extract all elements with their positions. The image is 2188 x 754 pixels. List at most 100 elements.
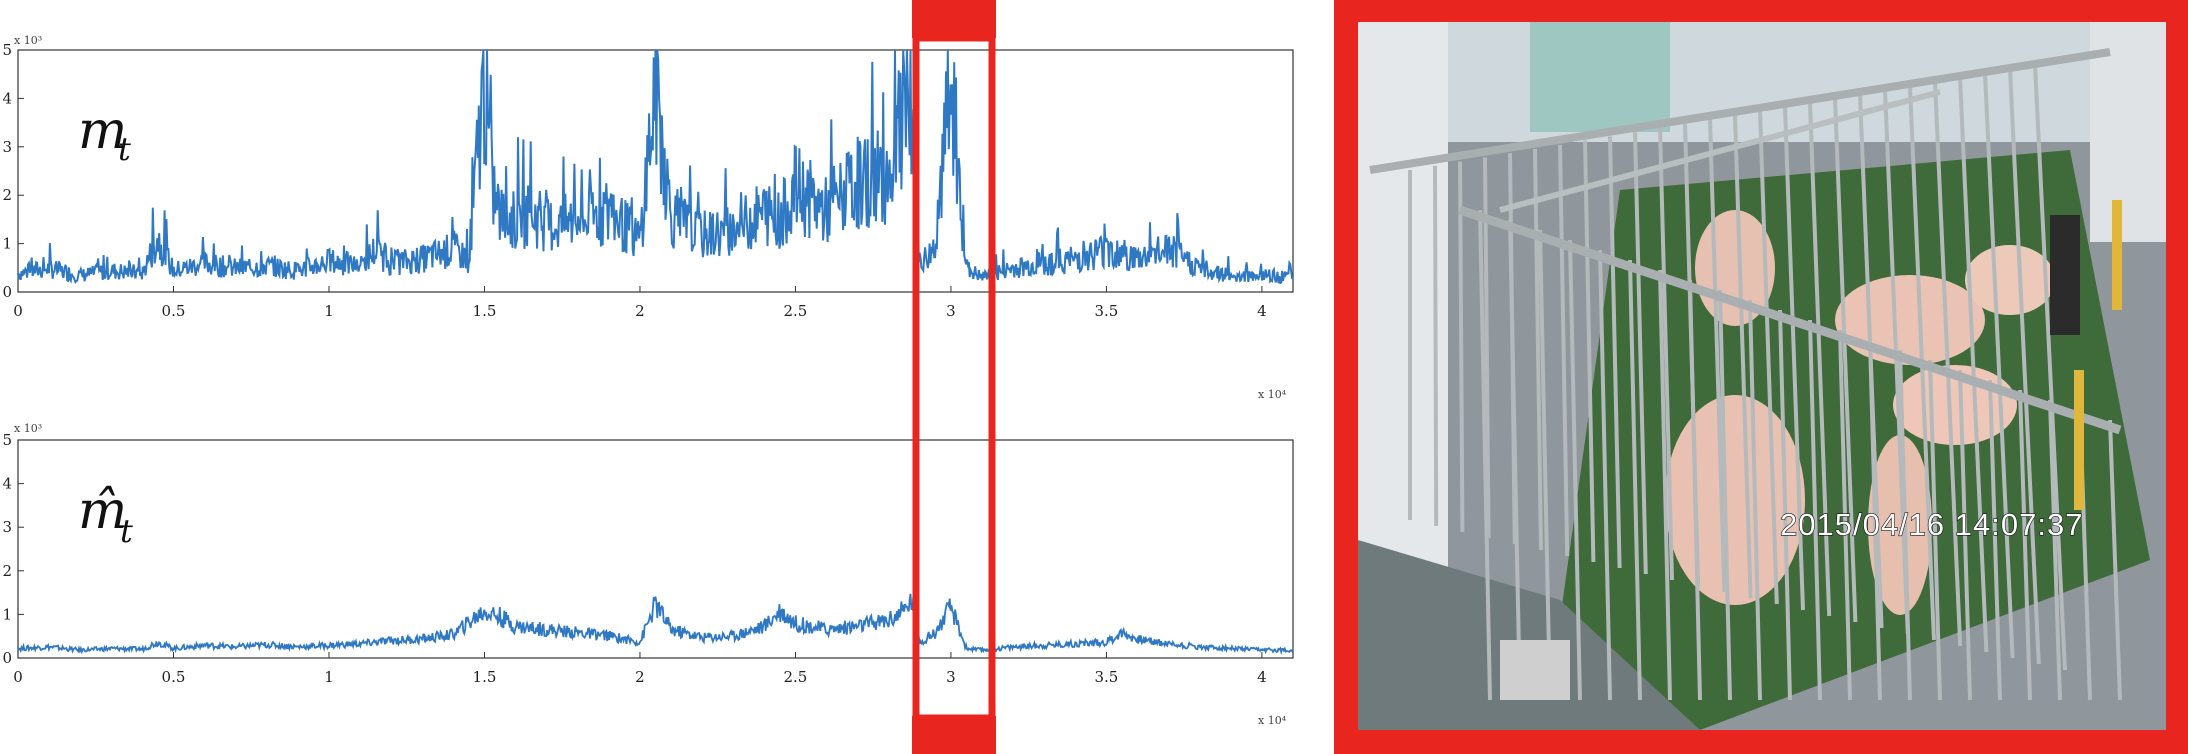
pen-bar: [1628, 259, 1642, 701]
mt-hat-xtick-label: 4: [1257, 668, 1267, 686]
mt-xticks: 0 0.5 1 1.5 2 2.5 3 3.5 4: [13, 286, 1267, 320]
mt-x-exponent: x 10⁴: [1258, 388, 1287, 401]
pig-2: [1835, 275, 1985, 365]
mt-xtick-label: 2: [635, 302, 645, 320]
pen-bar: [1838, 329, 1852, 701]
mt-hat-y-exponent: x 10³: [14, 422, 42, 435]
mt-xtick-label: 0.5: [162, 302, 186, 320]
pen-bar: [1983, 73, 2015, 659]
mt-ytick-label: 5: [2, 41, 12, 59]
mt-hat-subscript: t: [120, 512, 133, 550]
pen-bar: [1733, 115, 1753, 599]
mt-hat-xtick-label: 3: [946, 668, 956, 686]
mt-ytick-label: 0: [2, 283, 12, 301]
pen-bar: [1633, 132, 1648, 575]
pen-bar: [2008, 69, 2041, 665]
mt-hat-xticks: 0 0.5 1 1.5 2 2.5 3 3.5 4: [13, 652, 1267, 686]
mt-hat-ytick-label: 2: [2, 562, 12, 580]
left-wall: [1358, 22, 1448, 582]
pen-bar: [1658, 269, 1672, 701]
highlight-window: [912, 0, 996, 754]
pen-bar: [1688, 279, 1702, 701]
right-pillar: [2090, 22, 2166, 242]
pen-bar: [2048, 399, 2062, 701]
pen-bar: [1508, 219, 1522, 701]
pen-bar: [1718, 289, 1732, 701]
teal-panel: [1530, 22, 1670, 132]
pen-bar: [1758, 111, 1779, 605]
mt-hat-symbol: m̂: [78, 481, 127, 541]
pen-bar: [1478, 209, 1492, 701]
mt-hat-ytick-label: 0: [2, 649, 12, 667]
pen-bar: [2108, 419, 2122, 701]
mt-hat-ytick-label: 3: [2, 518, 12, 536]
mt-hat-xtick-label: 0: [13, 668, 23, 686]
pen-bar: [1958, 369, 1972, 701]
pen-rail-3: [1499, 89, 1941, 213]
pen-bar: [2018, 389, 2032, 701]
pen-bars: [1408, 64, 2122, 701]
mt-y-exponent: x 10³: [14, 34, 42, 47]
pen-bar: [1898, 349, 1912, 701]
pen-bar: [1928, 359, 1942, 701]
pen-bar: [1538, 229, 1552, 701]
mt-hat-xtick-label: 3.5: [1094, 668, 1118, 686]
pen-bar: [1778, 309, 1792, 701]
pen-bar: [1598, 249, 1612, 701]
mt-hat-yticks: 0 1 2 3 4 5: [2, 431, 24, 667]
pen-bar: [1433, 165, 1439, 527]
outside-floor: [1358, 540, 1700, 730]
pen-bar: [1458, 161, 1465, 533]
mt-hat-xtick-label: 0.5: [162, 668, 186, 686]
mt-xtick-label: 0: [13, 302, 23, 320]
mt-hat-xtick-label: 2.5: [784, 668, 808, 686]
pig-6: [1868, 435, 1932, 615]
pen-bar: [1748, 299, 1762, 701]
floor-box: [1500, 640, 1570, 700]
mt-hat-xtick-label: 1: [324, 668, 334, 686]
pen-bar: [1988, 379, 2002, 701]
mt-xtick-label: 1.5: [473, 302, 497, 320]
pen-bar: [1808, 319, 1822, 701]
mt-hat-ytick-label: 1: [2, 605, 12, 623]
pen-bar: [2033, 64, 2067, 671]
pen-bar: [1833, 98, 1858, 623]
pen-bar: [1958, 77, 1989, 653]
mt-hat-xtick-label: 2: [635, 668, 645, 686]
mt-hat-xtick-label: 1.5: [473, 668, 497, 686]
mt-ytick-label: 3: [2, 138, 12, 156]
pen-bar: [1583, 140, 1596, 563]
pen-bar: [1808, 102, 1832, 617]
mt-ytick-label: 4: [2, 89, 12, 107]
mt-xtick-label: 2.5: [784, 302, 808, 320]
mt-xtick-label: 1: [324, 302, 334, 320]
pig-3: [1965, 245, 2055, 315]
feeder: [2050, 215, 2080, 335]
pen-bar: [1608, 136, 1622, 569]
highlight-bottom-bar: [912, 716, 996, 754]
mt-yticks: 0 1 2 3 4 5: [2, 41, 24, 301]
mt-xtick-label: 3.5: [1094, 302, 1118, 320]
pen-rail-1: [1369, 48, 2111, 174]
pen-bar: [1933, 81, 1963, 647]
pen-bar: [1783, 106, 1805, 611]
mt-chart: 0 1 2 3 4 5 0 0.5 1 1.5 2 2.5 3 3.5 4 x 10³ x 10⁴ m t: [2, 34, 1294, 401]
video-timestamp: 2015/04/16 14:07:37: [1780, 507, 2083, 542]
mt-xtick-label: 3: [946, 302, 956, 320]
pen-bar: [1568, 239, 1582, 701]
mt-hat-x-exponent: x 10⁴: [1258, 714, 1287, 727]
pen-bar: [1658, 127, 1674, 581]
mt-hat-plot-frame: [17, 439, 1294, 659]
mt-ytick-label: 2: [2, 186, 12, 204]
mt-subscript: t: [118, 130, 131, 168]
pen-bar: [1868, 339, 1882, 701]
mt-symbol: m: [78, 101, 127, 161]
pen-bar: [1558, 144, 1570, 557]
highlight-top-bar: [912, 0, 996, 38]
yellow-bar-1: [2112, 200, 2122, 310]
pen-rail-2: [1458, 205, 2122, 435]
pen-bar: [1533, 148, 1543, 551]
pen-bar: [1708, 119, 1727, 593]
mt-xtick-label: 4: [1257, 302, 1267, 320]
